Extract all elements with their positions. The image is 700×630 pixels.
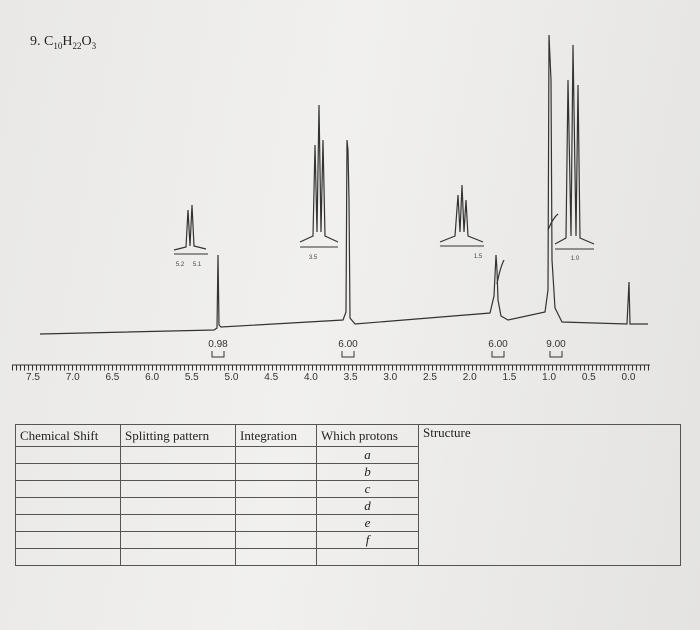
ppm-label: 5.5 (185, 372, 199, 383)
ppm-label: 1.0 (542, 372, 556, 383)
inset-peak (299, 104, 339, 243)
ppm-label: 4.0 (304, 372, 318, 383)
integration-bracket (549, 351, 563, 358)
cell (120, 480, 236, 498)
header-cell: Integration (235, 424, 317, 447)
cell (120, 463, 236, 481)
proton-cell: c (316, 480, 419, 498)
ppm-label: 7.5 (26, 372, 40, 383)
ppm-label: 6.0 (145, 372, 159, 383)
table-row (15, 548, 681, 566)
formula-element: C (44, 34, 54, 49)
cell (15, 548, 121, 566)
inset-peak (439, 184, 484, 243)
integration-value: 6.00 (488, 339, 508, 350)
inset-label: 5.2 (176, 262, 185, 268)
ppm-label: 2.5 (423, 372, 437, 383)
cell (235, 531, 317, 549)
analysis-table: Chemical Shift Splitting pattern Integrati… (15, 424, 681, 566)
ppm-label: 1.5 (502, 372, 516, 383)
cell (15, 497, 121, 515)
formula-subscript: 22 (72, 40, 82, 51)
cell (120, 446, 236, 464)
ppm-label: 3.0 (383, 372, 397, 383)
ppm-label: 4.5 (264, 372, 278, 383)
spectrum-trace (39, 34, 648, 335)
ppm-label: 7.0 (66, 372, 80, 383)
proton-cell: d (316, 497, 419, 515)
cell (120, 531, 236, 549)
proton-cell: e (316, 514, 419, 532)
inset-label: 1.0 (571, 256, 580, 262)
table-row: b (15, 463, 681, 481)
header-cell: Chemical Shift (15, 424, 121, 447)
cell (120, 548, 236, 566)
table-row: e (15, 514, 681, 532)
formula: C10H22O3 (44, 34, 97, 51)
problem-number: 9. (30, 34, 41, 49)
spectrum-line (39, 34, 648, 335)
ppm-label: 6.5 (105, 372, 119, 383)
cell (235, 548, 317, 566)
cell (15, 514, 121, 532)
formula-subscript: 3 (91, 40, 97, 51)
cell (15, 531, 121, 549)
cell (235, 514, 317, 532)
formula-element: O (81, 34, 92, 49)
nmr-spectrum: 7.5 7.0 6.5 6.0 5.5 5.0 4.5 4.0 3.5 3.0 2.5 2.0 1.5 1… (12, 34, 650, 383)
formula-subscript: 10 (53, 40, 63, 51)
problem-heading: 9. C10H22O3 (30, 34, 96, 51)
cell (235, 463, 317, 481)
header-row: Chemical Shift Splitting pattern Integrati… (15, 424, 681, 566)
inset-peak (554, 44, 595, 245)
inset-label: 1.5 (474, 254, 483, 260)
cell (15, 463, 121, 481)
proton-cell: b (316, 463, 419, 481)
cell (120, 497, 236, 515)
cell (235, 480, 317, 498)
integral-curve (496, 213, 559, 285)
ppm-label: 3.5 (344, 372, 358, 383)
integration-bracket (211, 351, 225, 358)
proton-cell: f (316, 531, 419, 549)
cell (235, 497, 317, 515)
cell (15, 446, 121, 464)
inset-axes (174, 245, 594, 255)
cell (120, 514, 236, 532)
ppm-label: 0.5 (582, 372, 596, 383)
integration-bracket (341, 351, 355, 358)
ppm-label: 2.0 (463, 372, 477, 383)
ppm-label: 5.0 (225, 372, 239, 383)
integration-value: 9.00 (546, 339, 566, 350)
integration-value: 6.00 (338, 339, 358, 350)
header-cell: Splitting pattern (120, 424, 236, 447)
integration-bracket (491, 351, 505, 358)
header-cell: Which protons (316, 424, 419, 447)
cell (316, 548, 419, 566)
inset-label: 5.1 (193, 262, 202, 268)
header-cell: Structure (418, 424, 681, 566)
proton-cell: a (316, 446, 419, 464)
integration-value: 0.98 (208, 339, 228, 350)
table-row: f (15, 531, 681, 549)
ppm-label: 0.0 (622, 372, 636, 383)
cell (15, 480, 121, 498)
cell (235, 446, 317, 464)
formula-element: H (62, 34, 73, 49)
inset-peak (173, 204, 207, 251)
inset-label: 3.5 (309, 255, 318, 261)
